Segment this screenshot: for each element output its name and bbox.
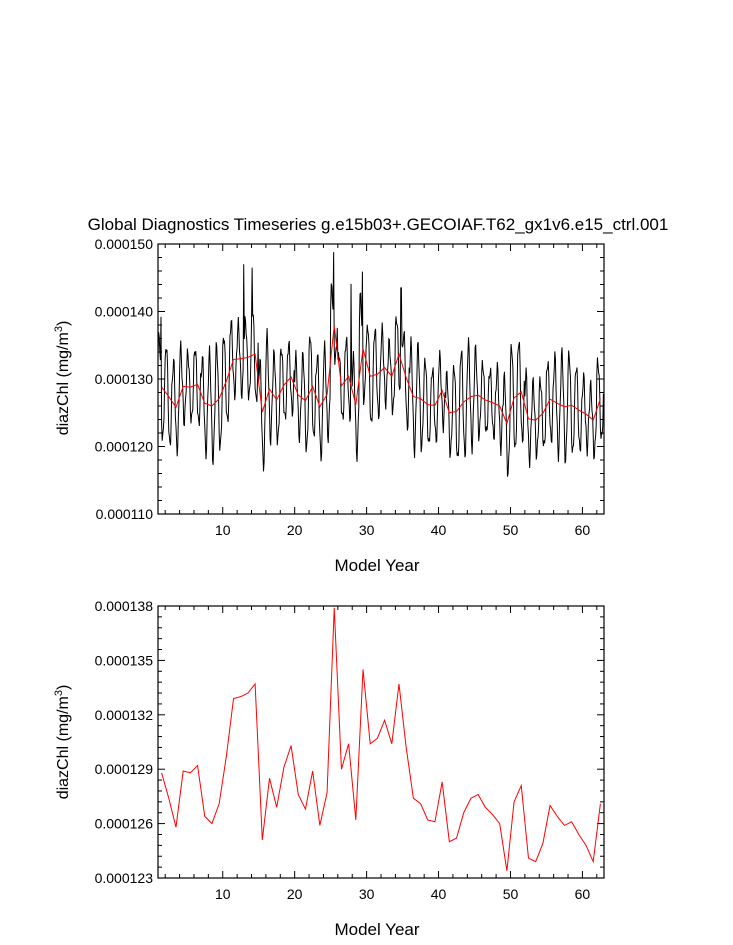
top-x-tick-label: 40 [431,522,447,538]
bottom-y-axis-label: diazChl (mg/m3) [53,685,72,800]
top-ticks [158,243,604,515]
top-y-axis-label: diazChl (mg/m3) [53,321,72,436]
bottom-ticks [158,605,604,879]
bottom-y-tick-label: 0.000135 [95,652,154,668]
bottom-x-tick-label: 20 [287,886,303,902]
bottom-y-axis-label-main: diazChl (mg/m [55,696,72,799]
bottom-y-tick-label: 0.000129 [95,761,154,777]
top-y-axis-label-sup: 3 [53,326,65,332]
annual-mean-series-line [161,607,601,871]
top-x-tick-label: 50 [503,522,519,538]
top-x-tick-label: 30 [359,522,375,538]
bottom-tick-labels: 10 20 30 40 50 60 0.000123 0.000126 0.000129 0.00… [95,598,591,902]
top-y-tick-label: 0.000140 [95,304,154,320]
bottom-y-tick-label: 0.000132 [95,707,154,723]
top-x-tick-label: 60 [575,522,591,538]
chart-title: Global Diagnostics Timeseries g.e15b03+.… [88,215,669,234]
bottom-x-axis-label: Model Year [334,920,419,939]
bottom-y-tick-label: 0.000138 [95,598,154,614]
top-y-tick-label: 0.000110 [96,506,154,522]
top-tick-labels: 10 20 30 40 50 60 0.000110 0.000120 0.000130 0.00… [95,236,591,538]
top-x-tick-label: 20 [287,522,303,538]
top-y-tick-label: 0.000120 [95,439,154,455]
top-panel: 10 20 30 40 50 60 0.000110 0.000120 0.000130 0.00… [53,236,605,575]
bottom-y-tick-label: 0.000126 [95,816,154,832]
top-x-axis-label: Model Year [334,556,419,575]
bottom-x-tick-label: 30 [359,886,375,902]
top-plot-frame [157,243,605,515]
bottom-y-tick-label: 0.000123 [95,870,154,886]
top-y-tick-label: 0.000150 [95,236,154,252]
monthly-series-line [157,252,604,477]
top-y-axis-label-close: ) [55,321,72,326]
bottom-plot-frame [157,605,605,879]
bottom-y-axis-label-sup: 3 [53,690,65,696]
top-x-tick-label: 10 [215,522,231,538]
top-y-tick-label: 0.000130 [95,371,154,387]
annual-mean-series-line [161,325,601,426]
bottom-y-axis-label-close: ) [55,685,72,690]
bottom-x-tick-label: 40 [431,886,447,902]
top-y-axis-label-main: diazChl (mg/m [55,332,72,435]
bottom-panel: 10 20 30 40 50 60 0.000123 0.000126 0.000129 0.00… [53,598,605,939]
bottom-x-tick-label: 60 [575,886,591,902]
bottom-x-tick-label: 10 [215,886,231,902]
bottom-x-tick-label: 50 [503,886,519,902]
